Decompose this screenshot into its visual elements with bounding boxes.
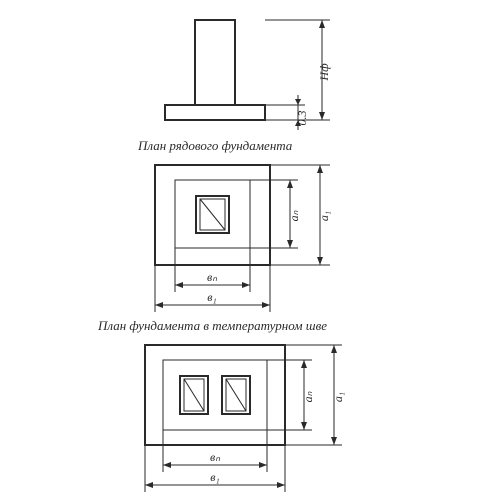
base-slab: [165, 105, 265, 120]
plan-expansion-joint: aₙ a₁ вₙ в₁: [145, 345, 345, 492]
section-view: Hф 0.3: [165, 20, 331, 130]
plan-regular: aₙ a₁ вₙ в₁: [155, 165, 331, 312]
hatch: [184, 379, 204, 411]
dim-vn-2: вₙ: [163, 450, 267, 468]
dim-label: aₙ: [287, 210, 301, 221]
hatch: [200, 199, 225, 230]
dim-label: в₁: [210, 470, 219, 484]
dim-label: вₙ: [210, 450, 220, 464]
dim-label: в₁: [207, 290, 216, 304]
dim-an-2: aₙ: [301, 360, 315, 430]
dim-a1-2: a₁: [331, 345, 345, 445]
hatch: [226, 379, 246, 411]
dim-an-1: aₙ: [287, 180, 301, 248]
dim-label: a₁: [331, 392, 345, 402]
dim-vn-1: вₙ: [175, 270, 250, 288]
dim-hf: Hф: [317, 20, 331, 120]
dim-a1-1: a₁: [317, 165, 331, 265]
column: [195, 20, 235, 105]
dim-label: a₁: [317, 211, 331, 221]
plan2-middle: [163, 360, 267, 430]
dim-label: вₙ: [207, 270, 217, 284]
caption-plan1: План рядового фундамента: [137, 138, 293, 153]
dim-label-hf: Hф: [317, 63, 331, 82]
dim-v1-1: в₁: [155, 290, 270, 308]
dim-label-03: 0.3: [295, 111, 309, 126]
dim-label: aₙ: [301, 391, 315, 402]
dim-base-thick: 0.3: [295, 95, 309, 130]
caption-plan2: План фундамента в температурном шве: [97, 318, 327, 333]
diagram-root: Hф 0.3 План рядового фундамента: [0, 0, 500, 500]
dim-v1-2: в₁: [145, 470, 285, 488]
